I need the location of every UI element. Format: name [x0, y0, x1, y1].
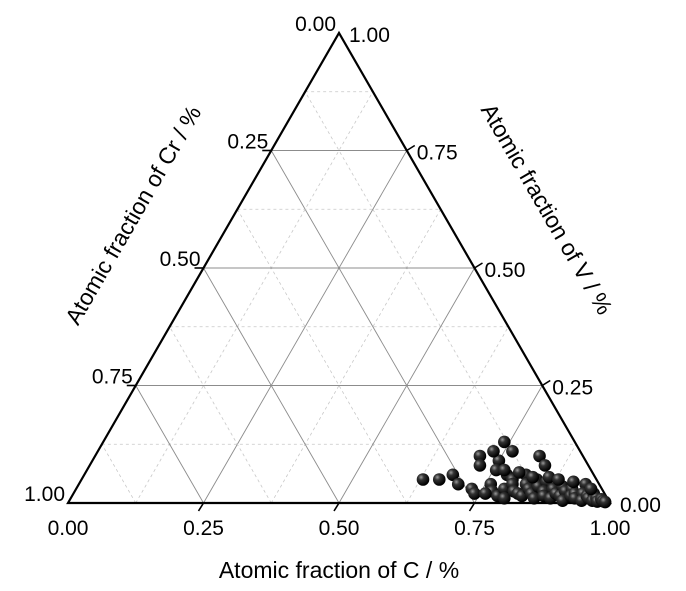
grid-line-major: [203, 267, 340, 504]
data-point: [552, 473, 565, 486]
data-point: [526, 470, 540, 484]
tick-mark: [541, 379, 551, 387]
right-tick-label: 0.50: [485, 259, 526, 282]
data-point: [567, 475, 580, 489]
data-point: [416, 473, 430, 486]
grid-line-minor: [237, 209, 408, 504]
bottom-tick-label: 0.75: [454, 517, 495, 540]
triangle-frame: [66, 30, 612, 512]
grid-line-major: [135, 385, 204, 504]
data-point: [446, 468, 460, 482]
data-point: [527, 492, 541, 505]
data-point: [473, 459, 487, 472]
bottom-axis-title: Atomic fraction of C / %: [219, 557, 459, 583]
left-tick-label: 0.75: [92, 366, 133, 389]
grid-line-minor: [270, 209, 441, 504]
left-axis-title: Atomic fraction of Cr / %: [60, 101, 207, 329]
data-point: [498, 492, 511, 505]
right-tick-label: 0.75: [417, 142, 458, 165]
grid-line-minor: [135, 91, 374, 504]
grid-line-minor: [541, 444, 577, 504]
data-point: [512, 466, 526, 479]
grid-line-minor: [406, 326, 509, 504]
bottom-tick-label: 1.00: [590, 517, 631, 540]
data-point: [451, 477, 465, 491]
grid-line-minor: [101, 444, 137, 504]
tick-labels: 0.00 0.25 0.50 0.75 1.000.000.250.500.751.00…: [24, 13, 661, 540]
left-tick-label: 0.50: [160, 248, 201, 271]
data-point: [498, 435, 511, 449]
tick-mark: [406, 144, 416, 152]
left-tick-label: 0.00: [295, 13, 336, 36]
tick-mark: [474, 262, 483, 269]
data-point: [473, 449, 487, 463]
right-tick-label: 1.00: [349, 24, 390, 47]
bottom-tick-label: 0.50: [319, 517, 360, 540]
grid-line-minor: [304, 91, 543, 504]
bottom-tick-label: 0.25: [183, 517, 224, 540]
right-tick-label: 0.25: [552, 377, 593, 400]
tick-mark: [197, 502, 205, 512]
grid-line-major: [338, 267, 475, 504]
data-point: [468, 487, 481, 500]
data-point: [542, 470, 556, 484]
right-axis-title: Atomic fraction of V / %: [476, 99, 618, 319]
bottom-tick-label: 0.00: [48, 517, 89, 540]
data-point: [598, 495, 612, 509]
data-points: [416, 435, 612, 509]
data-point: [487, 445, 500, 458]
tick-mark: [468, 502, 476, 512]
right-tick-label: 0.00: [620, 494, 661, 517]
data-point: [584, 482, 598, 496]
grid-line-minor: [169, 326, 272, 504]
data-point: [538, 459, 552, 472]
data-point: [479, 487, 492, 500]
left-tick-label: 1.00: [24, 483, 65, 506]
left-tick-label: 0.25: [227, 131, 268, 154]
data-point: [506, 445, 519, 458]
data-point: [533, 449, 546, 463]
data-point: [432, 473, 446, 486]
data-point: [498, 463, 511, 477]
tick-mark: [333, 502, 340, 512]
